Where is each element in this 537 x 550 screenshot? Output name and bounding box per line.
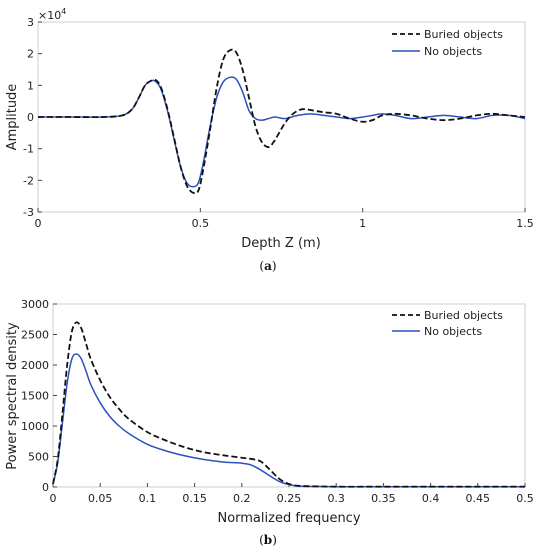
panel-a-x-tick-label: 0.5 — [192, 217, 210, 230]
panel-b-x-tick-label: 0.25 — [277, 492, 302, 505]
panel-a-y-tick-label: -1 — [23, 143, 34, 156]
panel-b-y-tick-label: 0 — [42, 481, 49, 494]
panel-a-amplitude-chart: -3 -2 -1 0 1 2 3 0 0.5 1 1.5 ×104 Depth Z (m) Amp… — [5, 7, 534, 273]
panel-b-y-ticks: 0 500 1000 1500 2000 2500 3000 — [21, 298, 57, 494]
panel-a-lines — [38, 48, 526, 195]
panel-a-series-no-objects — [38, 76, 526, 188]
panel-b-series-buried-objects — [52, 321, 525, 488]
panel-b-x-tick-label: 0.4 — [422, 492, 440, 505]
panel-a-x-ticks: 0 0.5 1 1.5 — [35, 208, 534, 230]
panel-b-x-tick-label: 0.05 — [88, 492, 113, 505]
panel-a-x-tick-label: 1 — [359, 217, 366, 230]
panel-b-x-tick-label: 0.2 — [233, 492, 251, 505]
panel-b-y-tick-label: 2000 — [21, 359, 49, 372]
panel-b-x-tick-label: 0.5 — [516, 492, 534, 505]
panel-b-x-ticks: 0 0.05 0.1 0.15 0.2 0.25 0.3 0.35 0.4 0.45 0.5 — [50, 483, 534, 505]
panel-a-y-tick-label: -3 — [23, 206, 34, 219]
panel-a-y-tick-label: 1 — [27, 79, 34, 92]
panel-b-x-tick-label: 0.45 — [466, 492, 491, 505]
panel-b-y-axis-label: Power spectral density — [5, 322, 20, 470]
panel-b-series-no-objects — [52, 353, 525, 488]
panel-a-legend-buried-objects: Buried objects — [424, 28, 503, 41]
panel-a-legend: Buried objects No objects — [392, 28, 503, 58]
panel-a-caption: (a) — [259, 259, 276, 273]
panel-b-psd-chart: 0 500 1000 1500 2000 2500 3000 0 0.05 0.1 0.15 0.2… — [5, 298, 534, 547]
panel-a-x-tick-label: 1.5 — [516, 217, 534, 230]
panel-a-y-tick-label: -2 — [23, 174, 34, 187]
panel-b-legend-no-objects: No objects — [424, 325, 482, 338]
panel-a-y-tick-label: 3 — [27, 16, 34, 29]
panel-b-x-axis-label: Normalized frequency — [217, 511, 360, 526]
panel-a-x-axis-label: Depth Z (m) — [241, 236, 321, 251]
panel-a-legend-no-objects: No objects — [424, 45, 482, 58]
panel-a-y-tick-label: 2 — [27, 48, 34, 61]
panel-b-legend: Buried objects No objects — [392, 309, 503, 338]
panel-b-x-tick-label: 0.35 — [371, 492, 396, 505]
panel-a-series-buried-objects — [38, 48, 526, 195]
panel-b-y-tick-label: 1000 — [21, 420, 49, 433]
panel-b-y-tick-label: 3000 — [21, 298, 49, 311]
panel-b-y-tick-label: 1500 — [21, 390, 49, 403]
panel-b-x-tick-label: 0.15 — [182, 492, 207, 505]
panel-b-caption: (b) — [259, 533, 277, 547]
panel-b-x-tick-label: 0 — [50, 492, 57, 505]
panel-b-y-tick-label: 2500 — [21, 329, 49, 342]
panel-b-x-tick-label: 0.3 — [327, 492, 345, 505]
panel-a-y-axis-label: Amplitude — [5, 84, 20, 151]
panel-b-y-tick-label: 500 — [28, 451, 49, 464]
panel-a-y-tick-label: 0 — [27, 111, 34, 124]
panel-a-x-tick-label: 0 — [35, 217, 42, 230]
panel-b-legend-buried-objects: Buried objects — [424, 309, 503, 322]
panel-a-exponent-label: ×104 — [38, 7, 66, 22]
panel-b-x-tick-label: 0.1 — [139, 492, 157, 505]
panel-b-lines — [52, 321, 525, 488]
